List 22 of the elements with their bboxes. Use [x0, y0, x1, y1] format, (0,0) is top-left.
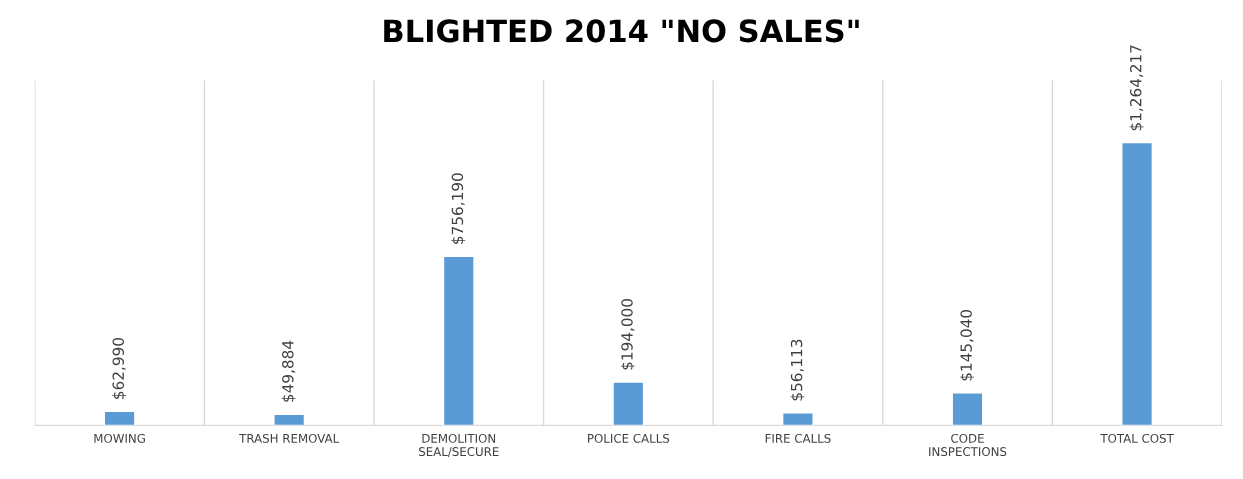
data-label: $194,000: [620, 298, 635, 370]
data-label: $1,264,217: [1129, 45, 1144, 131]
x-tick-label: DEMOLITION SEAL/SECURE: [418, 433, 499, 457]
x-tick-label: POLICE CALLS: [588, 433, 670, 443]
bar: [1121, 141, 1154, 426]
data-label: $756,190: [451, 173, 466, 244]
data-label: $145,040: [960, 309, 974, 381]
bar: [442, 255, 475, 426]
data-label: $62,990: [112, 337, 127, 399]
bar: [612, 381, 645, 426]
bar: [103, 410, 136, 426]
x-tick-label: TOTAL COST: [1100, 433, 1174, 443]
x-tick-label: FIRE CALLS: [765, 433, 831, 443]
x-tick-label: MOWING: [94, 433, 145, 443]
bar: [951, 392, 984, 426]
x-tick-label: CODE INSPECTIONS: [929, 433, 1007, 457]
data-label: $56,113: [790, 339, 805, 401]
x-tick-label: TRASH REMOVAL: [239, 433, 340, 443]
bar: [781, 412, 814, 426]
bar: [273, 413, 306, 426]
data-label: $49,884: [281, 340, 296, 402]
chart-title: BLIGHTED 2014 "NO SALES": [384, 19, 859, 43]
